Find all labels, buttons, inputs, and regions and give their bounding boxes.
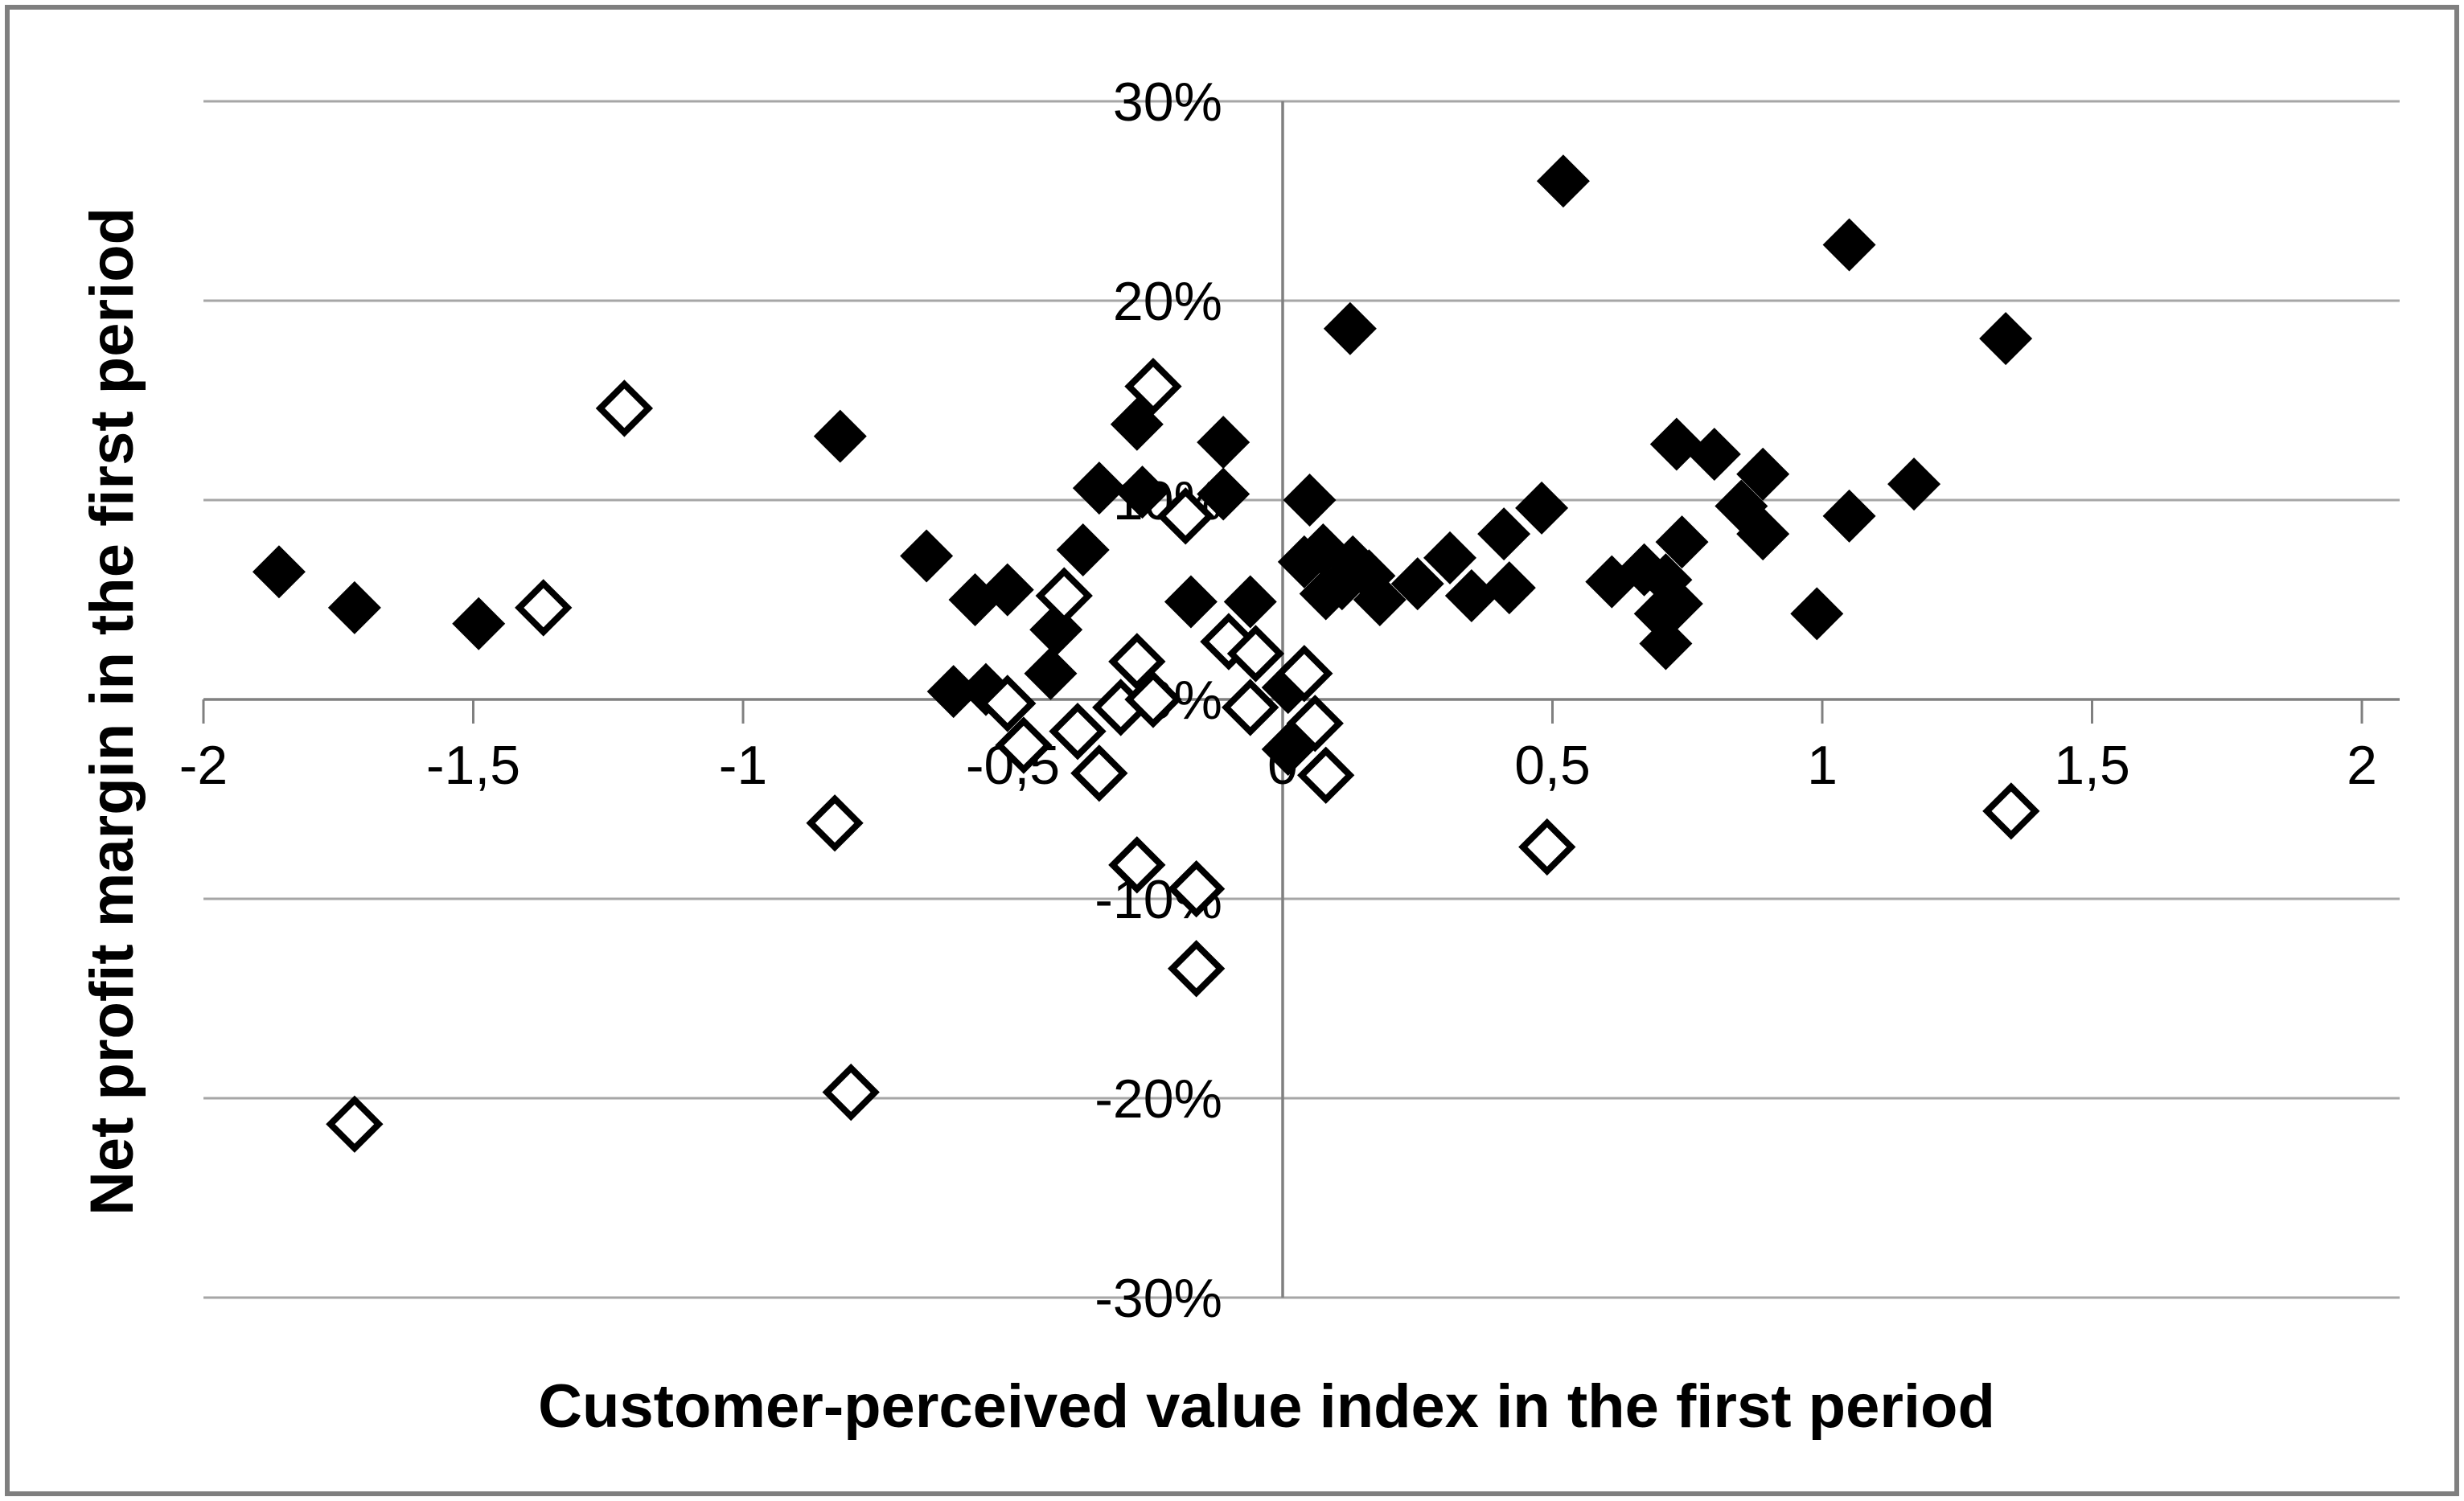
filled-diamond-marker xyxy=(813,409,867,463)
filled-diamond-marker xyxy=(327,580,381,634)
x-tick-label: 1 xyxy=(1807,735,1838,796)
open-diamond-marker xyxy=(995,716,1053,774)
open-diamond-marker xyxy=(1049,703,1107,761)
filled-diamond-marker xyxy=(1822,489,1876,543)
open-diamond-marker xyxy=(1226,625,1285,683)
open-diamond-marker xyxy=(1035,567,1093,625)
open-diamond-marker xyxy=(1167,940,1226,998)
open-diamond-marker xyxy=(1275,645,1333,703)
filled-diamond-marker xyxy=(1299,567,1353,621)
x-tick-label: 1,5 xyxy=(2054,735,2130,796)
filled-diamond-marker xyxy=(1736,447,1790,501)
filled-diamond-marker xyxy=(1423,531,1477,584)
y-axis-title: Net profit margin in the first period xyxy=(78,207,146,1216)
gridlines xyxy=(203,100,2400,1299)
filled-diamond-marker xyxy=(900,529,954,583)
open-diamond-marker xyxy=(1124,671,1182,728)
open-diamond-marker xyxy=(1222,679,1279,736)
filled-diamond-marker xyxy=(1072,461,1126,515)
x-axis-title: Customer-perceived value index in the fi… xyxy=(538,1372,1995,1441)
open-diamond-marker xyxy=(595,379,654,437)
filled-diamond-marker xyxy=(926,665,980,719)
x-tick-label: -1 xyxy=(719,735,767,796)
filled-diamond-marker xyxy=(1197,467,1250,521)
open-diamond-marker xyxy=(1167,859,1226,918)
open-diamond-marker xyxy=(979,675,1037,732)
filled-diamond-marker xyxy=(1639,617,1693,671)
filled-diamond-marker xyxy=(980,563,1034,617)
open-diamond-marker xyxy=(1070,744,1128,802)
filled-diamond-marker xyxy=(1790,587,1844,641)
open-diamond-marker xyxy=(1297,746,1355,804)
filled-diamond-marker xyxy=(1283,474,1337,527)
filled-diamond-marker xyxy=(1477,507,1531,561)
x-tick-label: -2 xyxy=(179,735,228,796)
filled-diamond-marker xyxy=(1323,301,1377,355)
open-diamond-marker xyxy=(1982,782,2040,840)
y-tick-label: 20% xyxy=(1113,271,1222,332)
y-tick-label: -30% xyxy=(1094,1268,1222,1329)
data-markers xyxy=(252,154,2040,1153)
filled-diamond-marker xyxy=(1617,543,1671,597)
filled-diamond-marker xyxy=(1655,515,1709,569)
open-diamond-marker xyxy=(515,579,573,637)
filled-diamond-marker xyxy=(1482,561,1536,615)
open-diamond-marker xyxy=(806,794,864,852)
chart-outer-frame xyxy=(5,5,2459,1496)
y-tick-label: 30% xyxy=(1113,72,1222,133)
x-tick-label: -1,5 xyxy=(426,735,520,796)
open-diamond-marker xyxy=(1518,818,1576,876)
filled-diamond-marker xyxy=(1353,573,1407,626)
open-diamond-marker xyxy=(1108,836,1166,894)
filled-diamond-marker xyxy=(1979,312,2033,366)
y-tick-label: -20% xyxy=(1094,1068,1222,1130)
filled-diamond-marker xyxy=(1736,507,1790,561)
x-tick-label: 0,5 xyxy=(1514,735,1591,796)
open-diamond-marker xyxy=(326,1095,384,1153)
filled-diamond-marker xyxy=(1649,417,1703,471)
open-diamond-marker xyxy=(822,1063,880,1122)
x-tick-label: 2 xyxy=(2347,735,2377,796)
filled-diamond-marker xyxy=(1444,569,1498,623)
filled-diamond-marker xyxy=(252,545,306,599)
filled-diamond-marker xyxy=(1197,416,1250,470)
filled-diamond-marker xyxy=(1223,575,1277,629)
filled-diamond-marker xyxy=(1115,465,1169,519)
filled-diamond-marker xyxy=(1515,481,1569,535)
filled-diamond-marker xyxy=(1024,646,1078,700)
open-diamond-marker xyxy=(1124,357,1182,416)
filled-diamond-marker xyxy=(1164,575,1218,629)
open-diamond-marker xyxy=(1108,633,1166,691)
filled-diamond-marker xyxy=(1536,154,1590,208)
open-diamond-marker xyxy=(1286,695,1344,753)
open-diamond-marker xyxy=(1156,487,1214,545)
filled-diamond-marker xyxy=(1687,427,1741,481)
filled-diamond-marker xyxy=(1887,457,1941,511)
filled-diamond-marker xyxy=(1390,557,1444,611)
filled-diamond-marker xyxy=(1822,218,1876,272)
filled-diamond-marker xyxy=(452,597,506,650)
filled-diamond-marker xyxy=(1056,523,1110,576)
